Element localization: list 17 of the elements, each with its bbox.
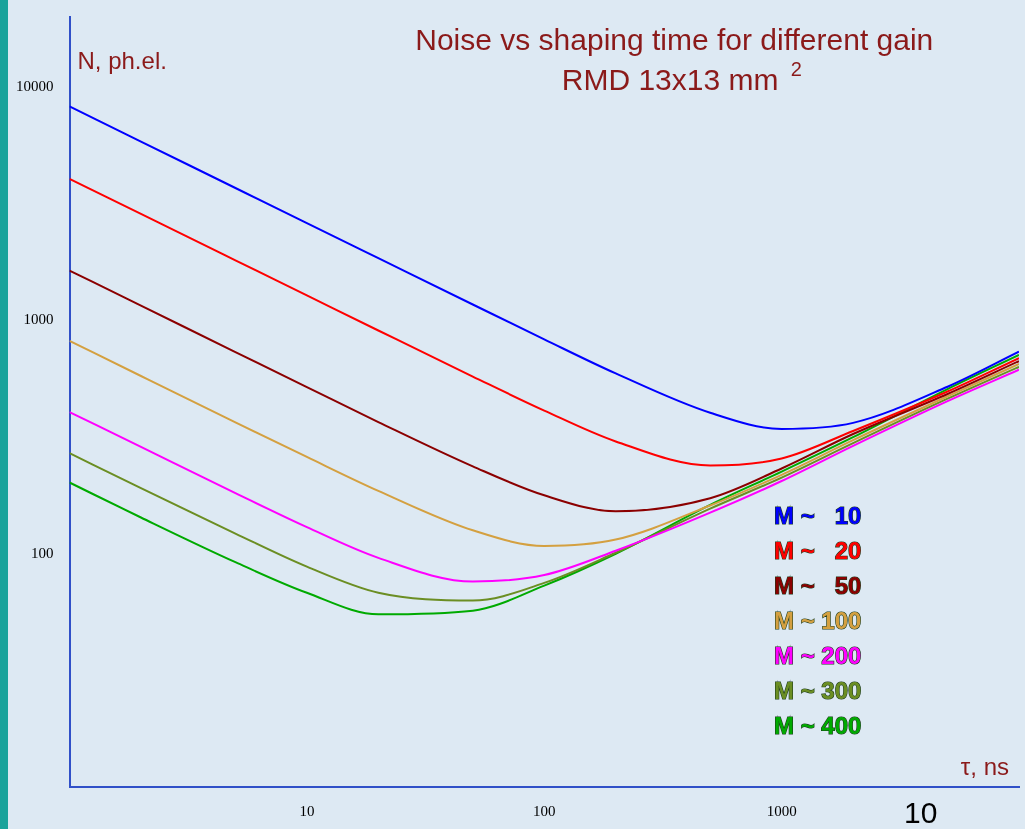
text: M ~ 200: [774, 642, 862, 670]
text: M ~ 100: [774, 607, 862, 635]
x-tick-label: 100: [533, 802, 556, 819]
y-tick-label: 10000: [16, 78, 54, 95]
x-tick-label: 10: [299, 802, 315, 819]
x-axis-title: τ, ns: [960, 753, 1009, 780]
text: M ~ 50: [774, 572, 862, 600]
x-tick-label: 1000: [766, 802, 797, 819]
text: M ~ 20: [774, 537, 862, 565]
text: M ~ 400: [774, 712, 862, 740]
y-axis-title: N, ph.el.: [77, 47, 167, 74]
text: RMD 13x13 mm 2: [561, 58, 802, 96]
y-tick-label: 100: [31, 544, 54, 561]
y-tick-label: 1000: [23, 311, 54, 328]
chart-title: Noise vs shaping time for different gain: [415, 23, 934, 56]
text: M ~ 10: [774, 502, 862, 530]
text: M ~ 300: [774, 677, 862, 705]
